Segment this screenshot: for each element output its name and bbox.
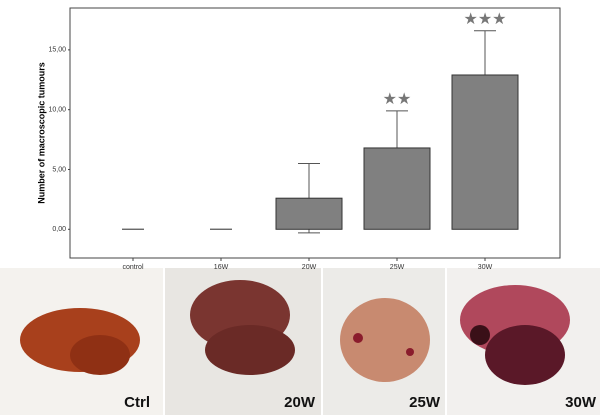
x-tick-label: 30W [478,264,493,271]
photo-ctrl [0,268,163,415]
significance-stars: ★★★ [463,11,506,28]
x-tick-label: 25W [390,264,405,271]
y-tick-label: 10,00 [48,107,66,114]
bar [363,147,431,230]
significance-stars: ★★ [383,91,412,108]
photo-25w [323,268,445,415]
bar [275,197,343,230]
x-tick-label: 16W [214,264,229,271]
photo-label: 30W [565,394,597,411]
x-tick-label: 20W [302,264,317,271]
photo-20w [165,268,321,415]
y-tick-label: 0,00 [52,226,66,233]
photo-label: 25W [409,394,441,411]
y-tick-label: 15,00 [48,47,66,54]
y-axis-label: Number of macroscopic tumours [36,62,46,204]
y-tick-label: 5,00 [52,166,66,173]
x-tick-label: control [122,264,143,271]
photo-label: Ctrl [124,394,150,411]
photo-label: 20W [284,394,316,411]
bar [451,74,519,230]
photo-30w [447,268,600,415]
